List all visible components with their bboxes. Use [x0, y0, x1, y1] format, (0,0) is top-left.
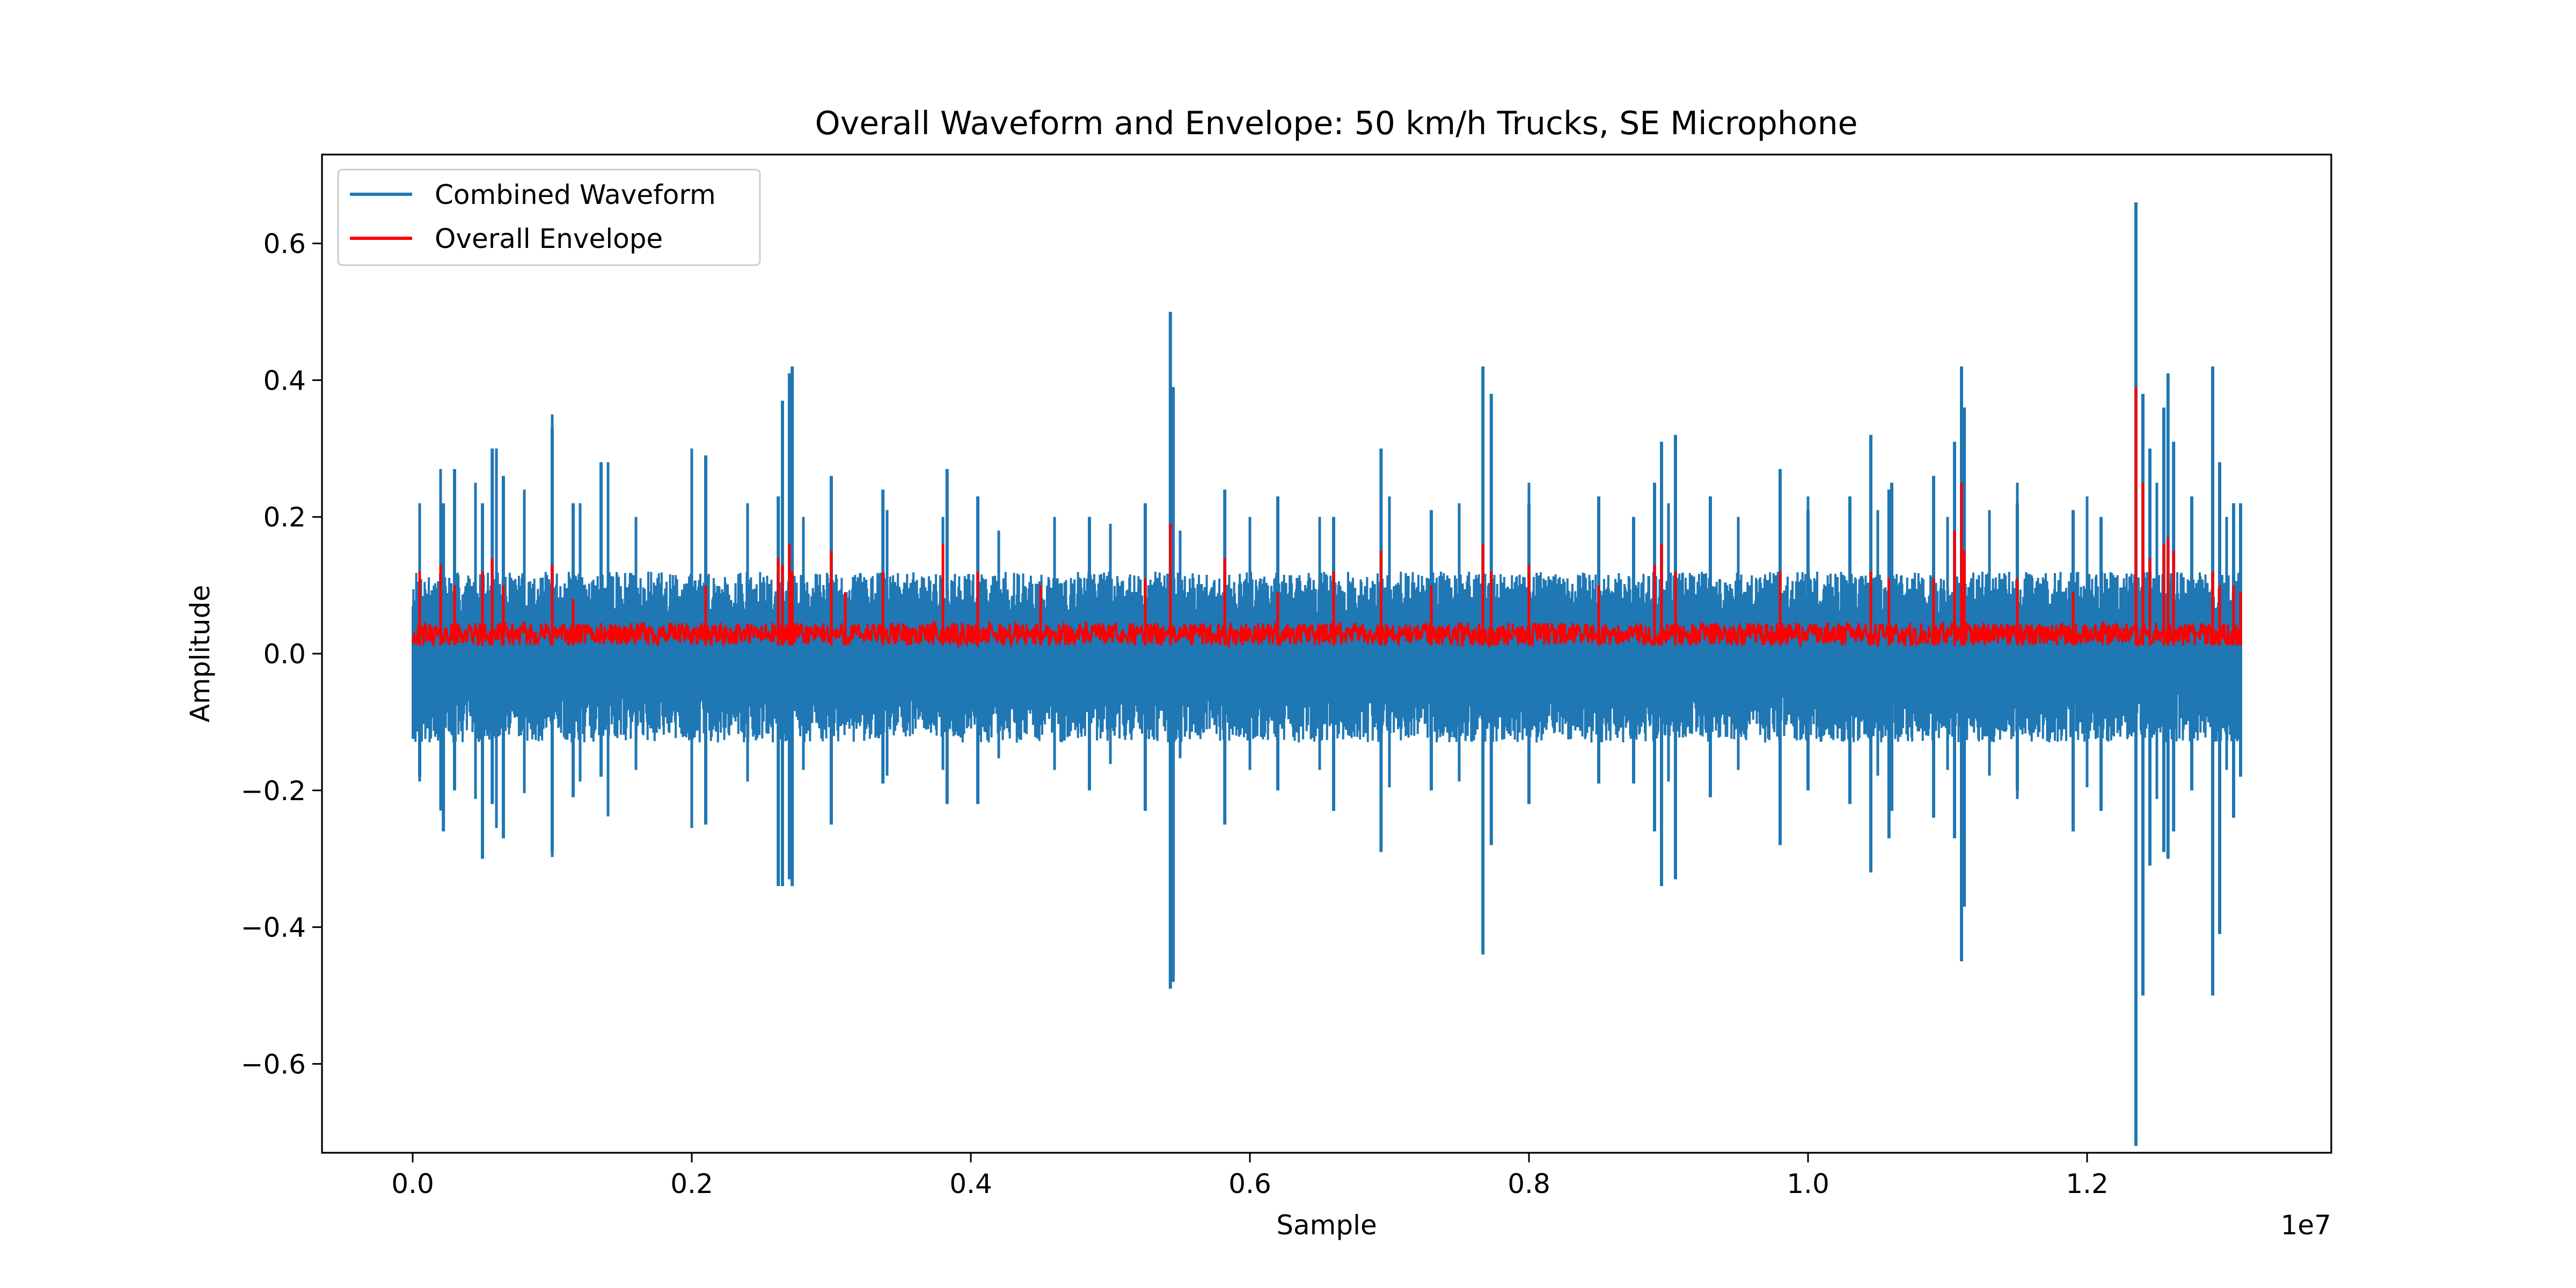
chart-title: Overall Waveform and Envelope: 50 km/h T… [815, 105, 1857, 142]
legend-label-envelope: Overall Envelope [435, 223, 663, 254]
y-axis-label: Amplitude [185, 585, 216, 722]
series-layer [412, 202, 2242, 1146]
x-axis-offset-text: 1e7 [2281, 1210, 2331, 1241]
legend-box [337, 169, 761, 266]
x-tick-label: 0.4 [949, 1168, 992, 1199]
y-tick-label: 0.2 [263, 502, 306, 533]
y-tick-label: 0.4 [263, 365, 306, 396]
x-tick-label: 0.8 [1507, 1168, 1550, 1199]
x-tick-label: 0.2 [670, 1168, 713, 1199]
envelope-series-line [412, 619, 2242, 649]
y-tick-label: −0.2 [241, 775, 306, 807]
plot-area [412, 202, 2242, 1146]
y-axis: −0.6 −0.4 −0.2 0.0 0.2 0.4 0.6 [241, 229, 322, 1080]
y-tick-label: −0.4 [241, 912, 306, 943]
x-tick-label: 1.2 [2066, 1168, 2109, 1199]
y-tick-label: 0.6 [263, 229, 306, 260]
x-tick-label: 1.0 [1787, 1168, 1829, 1199]
x-tick-label: 0.6 [1228, 1168, 1271, 1199]
waveform-series-line [412, 572, 2242, 743]
x-axis-label: Sample [1276, 1210, 1377, 1241]
x-tick-label: 0.0 [391, 1168, 434, 1199]
y-tick-label: 0.0 [263, 639, 306, 670]
legend: Combined Waveform Overall Envelope [337, 169, 761, 266]
legend-label-waveform: Combined Waveform [435, 179, 716, 210]
y-tick-label: −0.6 [241, 1049, 306, 1080]
x-axis: 0.0 0.2 0.4 0.6 0.8 1.0 1.2 [391, 1153, 2109, 1199]
